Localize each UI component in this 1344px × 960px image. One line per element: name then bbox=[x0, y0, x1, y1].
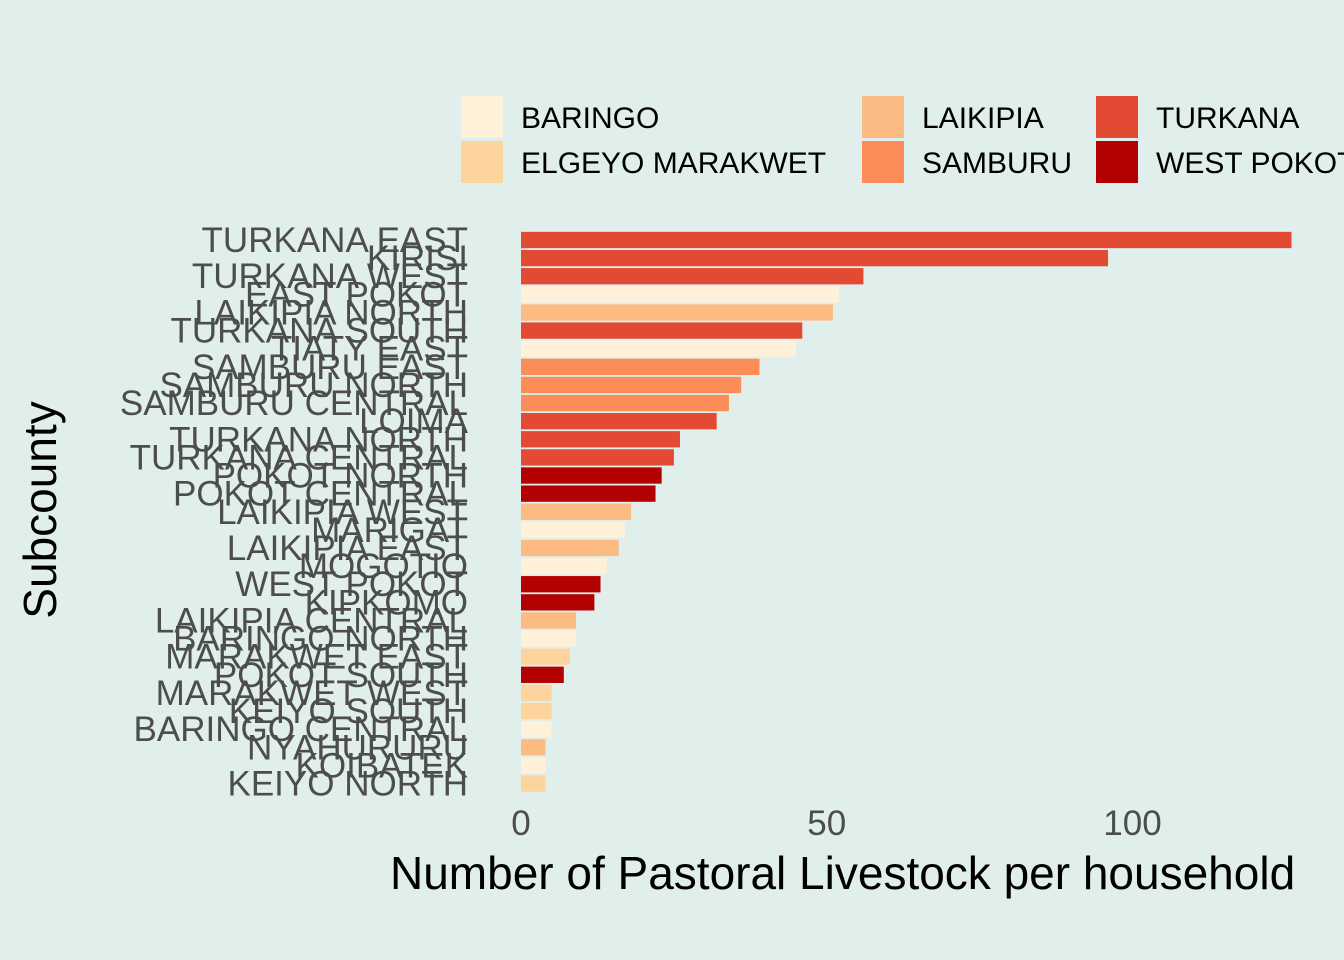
bar-west-pokot bbox=[521, 576, 601, 593]
y-tick-label-samburu-central: SAMBURU CENTRAL bbox=[120, 384, 468, 423]
bar-marakwet-east bbox=[521, 648, 570, 665]
legend-label-samburu: SAMBURU bbox=[922, 147, 1072, 180]
legend-key-laikipia bbox=[862, 96, 904, 138]
y-tick-label-laikipia-east: LAIKIPIA EAST bbox=[227, 529, 468, 568]
y-tick-label-marigat: MARIGAT bbox=[311, 511, 468, 550]
bar-samburu-east bbox=[521, 358, 760, 375]
x-tick-label-100: 100 bbox=[1103, 804, 1161, 843]
x-axis-title: Number of Pastoral Livestock per househo… bbox=[390, 847, 1295, 899]
bar-keiyo-north bbox=[521, 775, 546, 792]
bar-pokot-south bbox=[521, 666, 564, 683]
y-tick-label-east-pokot: EAST POKOT bbox=[245, 275, 468, 314]
bar-baringo-central bbox=[521, 721, 552, 738]
legend-key-turkana bbox=[1096, 96, 1138, 138]
bar-laikipia-east bbox=[521, 539, 619, 557]
x-tick-label-50: 50 bbox=[807, 804, 846, 843]
legend-label-west-pokot: WEST POKOT bbox=[1156, 147, 1344, 180]
bar-nyahururu bbox=[521, 739, 546, 756]
y-tick-label-kirisi: KIRISI bbox=[367, 239, 468, 278]
y-tick-label-samburu-north: SAMBURU NORTH bbox=[159, 366, 468, 405]
y-tick-label-turkana-south: TURKANA SOUTH bbox=[170, 312, 468, 351]
legend-label-elgeyo-marakwet: ELGEYO MARAKWET bbox=[521, 147, 826, 180]
y-tick-label-turkana-west: TURKANA WEST bbox=[192, 257, 468, 296]
y-tick-label-laikipia-west: LAIKIPIA WEST bbox=[217, 493, 468, 532]
bar-koibatek bbox=[521, 757, 546, 774]
y-tick-label-laikipia-north: LAIKIPIA NORTH bbox=[194, 293, 468, 332]
legend-key-baringo bbox=[461, 96, 503, 138]
y-tick-label-marakwet-east: MARAKWET EAST bbox=[165, 638, 468, 677]
y-tick-label-kipkomo: KIPKOMO bbox=[305, 583, 468, 622]
y-tick-label-west-pokot: WEST POKOT bbox=[235, 565, 468, 604]
bar-loima bbox=[521, 413, 717, 430]
y-tick-label-keiyo-north: KEIYO NORTH bbox=[227, 765, 468, 804]
bar-turkana-north bbox=[521, 431, 680, 448]
bars-group bbox=[521, 231, 1292, 792]
y-tick-label-turkana-north: TURKANA NORTH bbox=[169, 420, 468, 459]
x-tick-label-0: 0 bbox=[511, 804, 530, 843]
bar-east-pokot bbox=[521, 286, 839, 303]
bar-samburu-north bbox=[521, 376, 742, 394]
y-tick-label-loima: LOIMA bbox=[359, 402, 469, 441]
bar-pokot-central bbox=[521, 485, 656, 502]
legend-label-laikipia: LAIKIPIA bbox=[922, 102, 1044, 135]
y-tick-label-koibatek: KOIBATEK bbox=[296, 746, 468, 785]
y-tick-label-pokot-central: POKOT CENTRAL bbox=[173, 475, 468, 514]
y-tick-label-marakwet-west: MARAKWET WEST bbox=[156, 674, 468, 713]
y-tick-label-keiyo-south: KEIYO SOUTH bbox=[229, 692, 468, 731]
legend-key-elgeyo-marakwet bbox=[461, 141, 503, 183]
y-tick-label-laikipia-central: LAIKIPIA CENTRAL bbox=[155, 601, 468, 640]
bar-kipkomo bbox=[521, 594, 595, 611]
bar-laikipia-central bbox=[521, 612, 577, 629]
x-tick-labels: 0 50 100 bbox=[511, 804, 1161, 843]
y-tick-label-nyahururu: NYAHURURU bbox=[247, 728, 468, 767]
y-tick-label-turkana-central: TURKANA CENTRAL bbox=[130, 438, 468, 477]
bar-kirisi bbox=[521, 249, 1109, 267]
legend-label-baringo: BARINGO bbox=[521, 102, 659, 135]
legend-key-west-pokot bbox=[1096, 141, 1138, 183]
y-tick-label-samburu-east: SAMBURU EAST bbox=[192, 348, 468, 387]
y-axis-title: Subcounty bbox=[14, 401, 66, 618]
bar-laikipia-north bbox=[521, 304, 833, 321]
bar-laikipia-west bbox=[521, 503, 632, 520]
bar-turkana-east bbox=[521, 231, 1292, 249]
y-tick-label-pokot-south: POKOT SOUTH bbox=[214, 656, 468, 695]
bar-turkana-west bbox=[521, 268, 864, 285]
legend: BARINGO ELGEYO MARAKWET LAIKIPIA SAMBURU TUR… bbox=[461, 96, 1344, 183]
y-tick-label-baringo-central: BARINGO CENTRAL bbox=[134, 710, 469, 749]
legend-key-samburu bbox=[862, 141, 904, 183]
bar-baringo-north bbox=[521, 630, 577, 647]
y-tick-label-tiaty-east: TIATY EAST bbox=[271, 330, 468, 369]
y-tick-label-mogotio: MOGOTIO bbox=[299, 547, 468, 586]
y-tick-label-baringo-north: BARINGO NORTH bbox=[173, 620, 468, 659]
bar-turkana-central bbox=[521, 449, 674, 466]
bar-samburu-central bbox=[521, 394, 729, 412]
y-tick-label-pokot-north: POKOT NORTH bbox=[213, 457, 468, 496]
bar-keiyo-south bbox=[521, 702, 552, 720]
bar-tiaty-east bbox=[521, 340, 797, 357]
bar-pokot-north bbox=[521, 467, 662, 484]
legend-label-turkana: TURKANA bbox=[1156, 102, 1299, 135]
bar-marakwet-west bbox=[521, 684, 552, 702]
bar-marigat bbox=[521, 521, 625, 539]
y-tick-label-turkana-east: TURKANA EAST bbox=[202, 221, 468, 260]
bar-mogotio bbox=[521, 557, 607, 575]
bar-turkana-south bbox=[521, 322, 803, 339]
